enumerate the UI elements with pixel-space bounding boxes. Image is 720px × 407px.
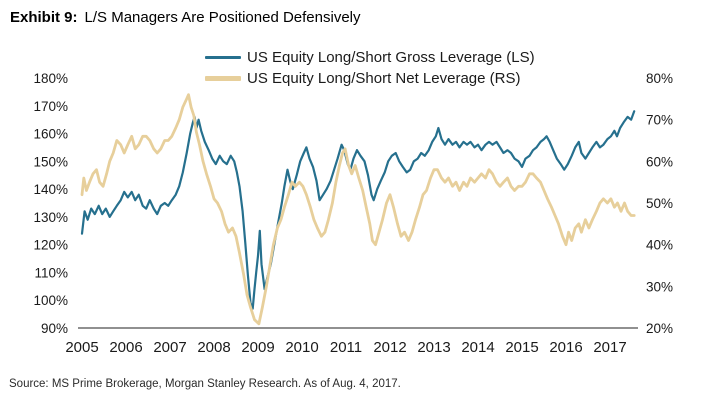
x-axis-year-label: 2015 (505, 339, 538, 356)
gross-series-swatch-icon (205, 56, 241, 59)
right-axis-tick-label: 20% (646, 321, 673, 336)
left-axis-tick-label: 110% (34, 265, 68, 280)
exhibit-title-text: L/S Managers Are Positioned Defensively (84, 9, 361, 26)
left-axis-tick-label: 140% (33, 182, 68, 197)
right-axis-tick-label: 70% (646, 113, 673, 128)
left-axis-tick-label: 130% (33, 210, 68, 225)
left-axis-tick-label: 170% (33, 99, 68, 114)
chart-legend: US Equity Long/Short Gross Leverage (LS)… (205, 47, 535, 89)
x-axis-year-label: 2014 (461, 339, 494, 356)
source-note: Source: MS Prime Brokerage, Morgan Stanl… (9, 378, 401, 390)
x-axis-year-label: 2005 (65, 339, 98, 356)
right-axis-tick-label: 30% (646, 279, 673, 294)
net-series-swatch-icon (205, 76, 241, 81)
x-axis-year-label: 2008 (197, 339, 230, 356)
x-axis-year-label: 2007 (153, 339, 186, 356)
right-axis-tick-label: 40% (646, 238, 673, 253)
x-axis-year-label: 2017 (593, 339, 626, 356)
x-axis-year-label: 2009 (241, 339, 274, 356)
x-axis-year-label: 2010 (285, 339, 318, 356)
legend-label-gross: US Equity Long/Short Gross Leverage (LS) (247, 49, 535, 66)
right-axis-tick-label: 50% (646, 196, 673, 211)
left-axis-tick-label: 120% (33, 238, 68, 253)
x-axis-year-label: 2016 (549, 339, 582, 356)
x-axis-year-label: 2011 (330, 339, 362, 356)
legend-item-net: US Equity Long/Short Net Leverage (RS) (205, 68, 535, 89)
exhibit-title: Exhibit 9: L/S Managers Are Positioned De… (10, 9, 361, 26)
left-axis-tick-label: 160% (33, 127, 68, 142)
left-axis-tick-label: 100% (33, 293, 68, 308)
left-axis-tick-label: 180% (33, 71, 68, 86)
x-axis-year-label: 2006 (109, 339, 142, 356)
exhibit-title-prefix: Exhibit 9: (10, 9, 78, 26)
right-axis-tick-label: 80% (646, 71, 673, 86)
left-axis-tick-label: 150% (33, 154, 68, 169)
x-axis-year-label: 2013 (417, 339, 450, 356)
net-leverage-line (80, 93, 636, 326)
legend-label-net: US Equity Long/Short Net Leverage (RS) (247, 70, 521, 87)
left-axis-tick-label: 90% (41, 321, 68, 336)
legend-item-gross: US Equity Long/Short Gross Leverage (LS) (205, 47, 535, 68)
x-axis-year-label: 2012 (373, 339, 406, 356)
leverage-chart-canvas: 180% 170% 160% 150% 140% 130% 120% 110% 100% 90% 8… (33, 71, 673, 356)
right-axis-tick-label: 60% (646, 154, 673, 169)
